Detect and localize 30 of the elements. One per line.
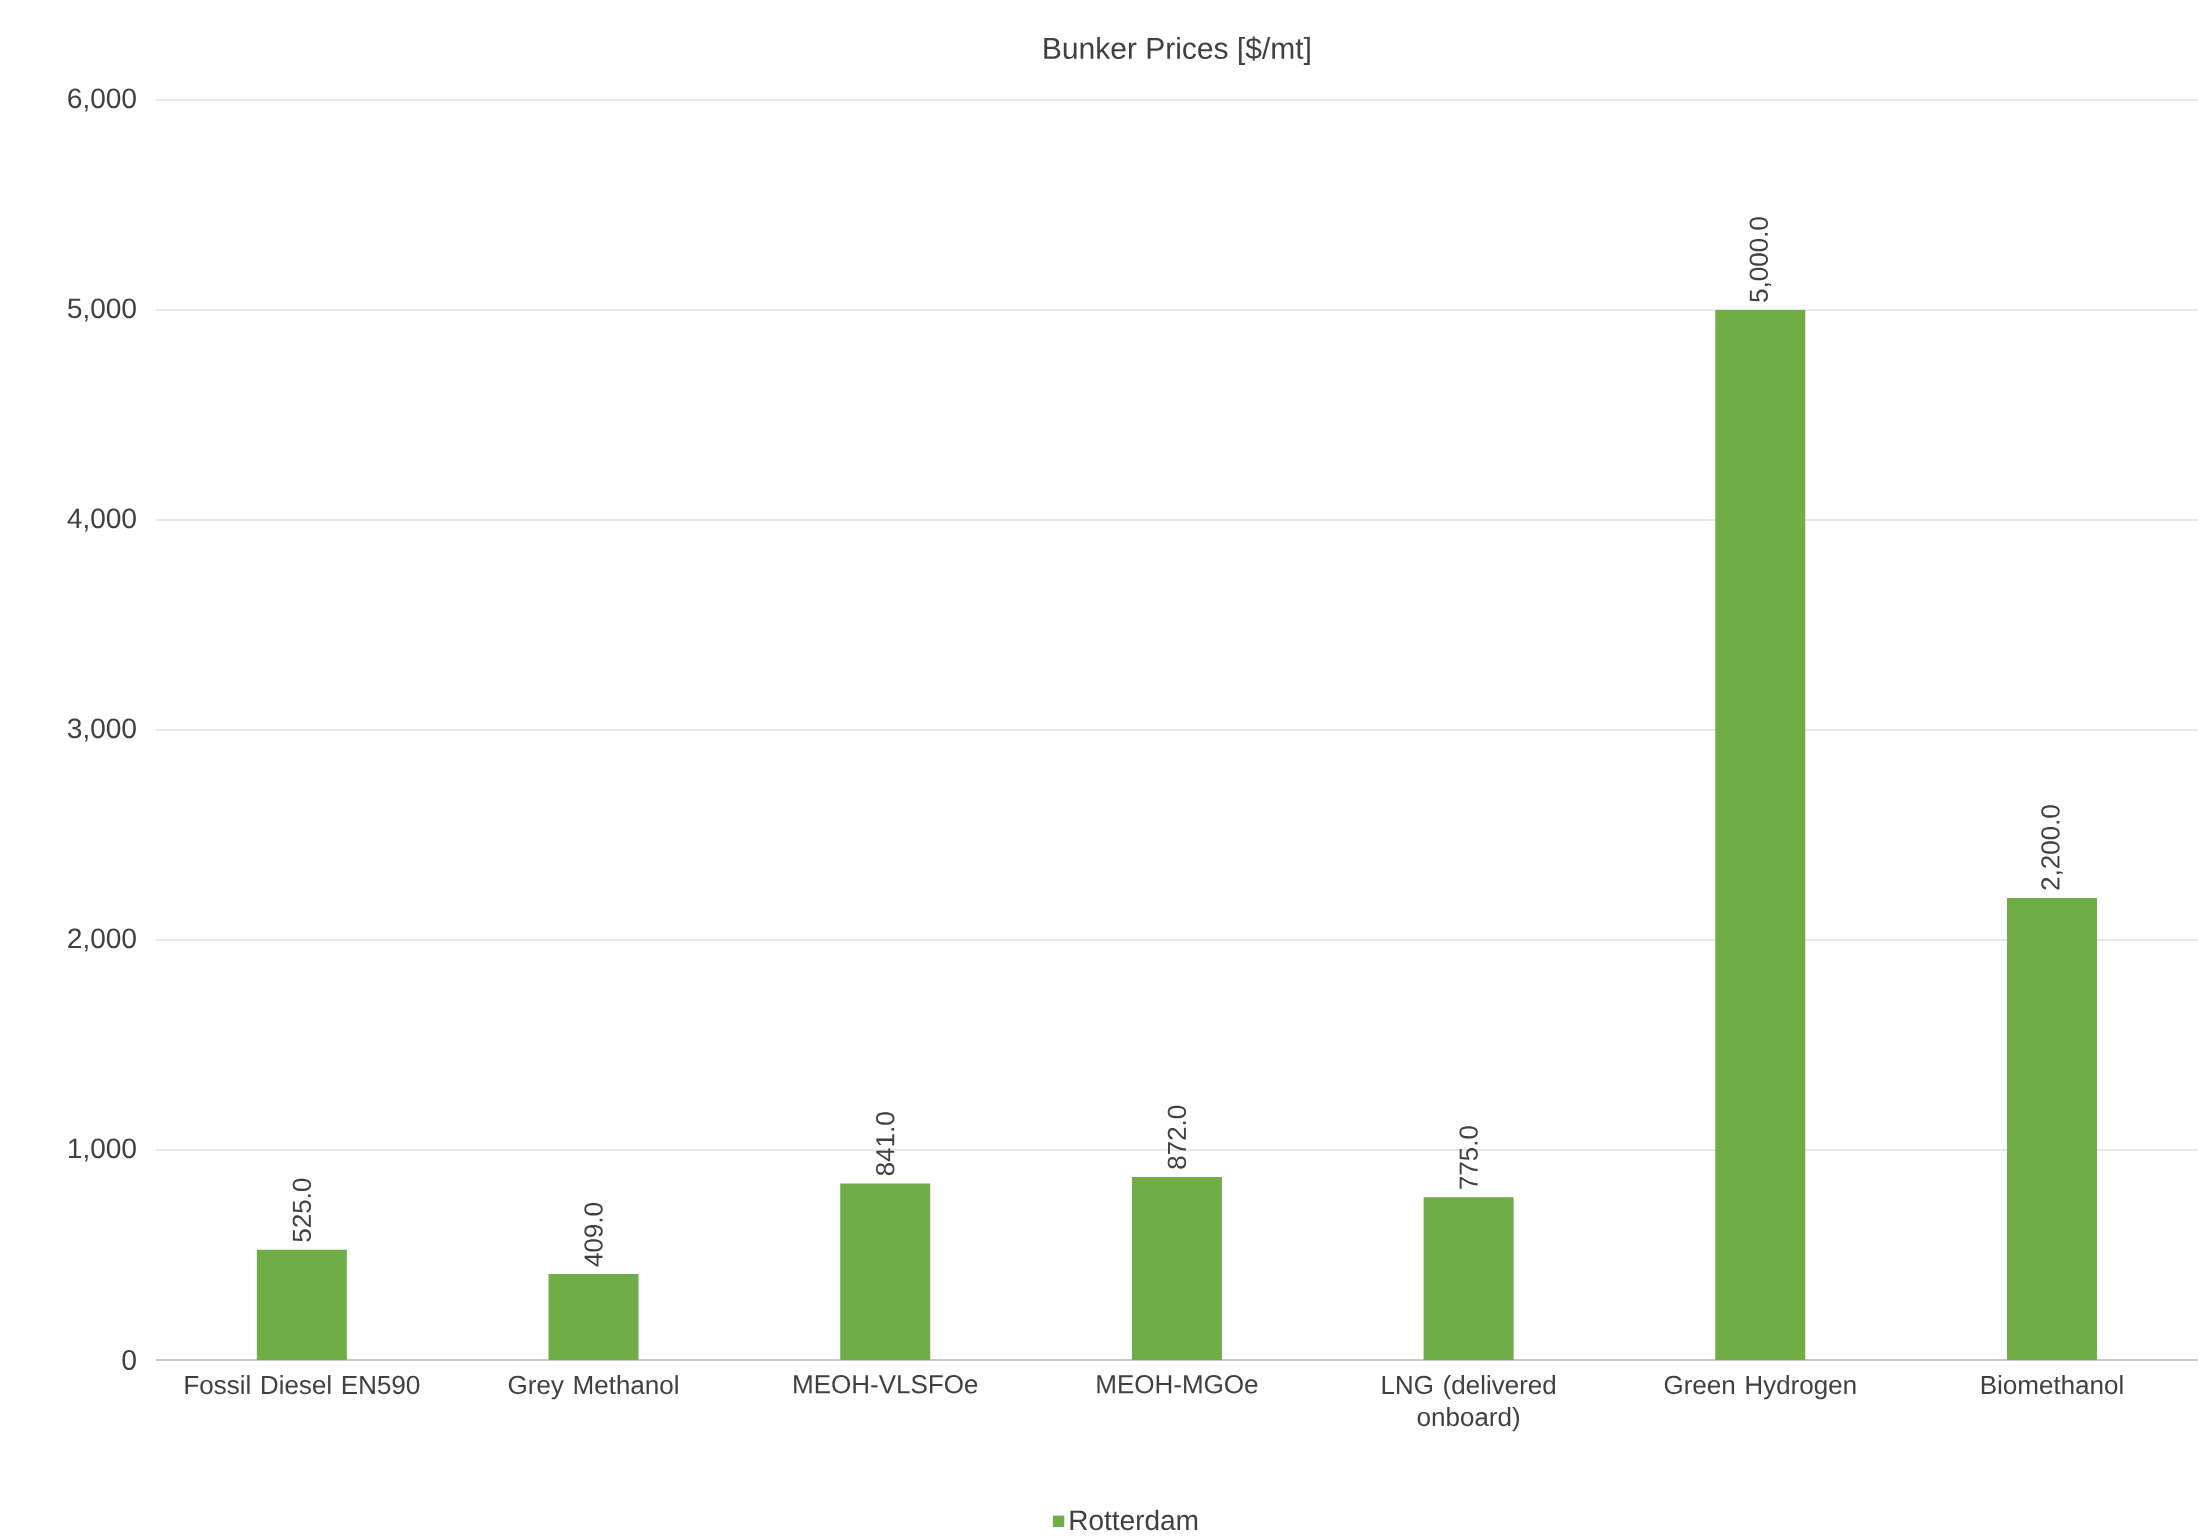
data-label: 5,000.0: [1749, 217, 1772, 302]
data-label: 841.0: [876, 1112, 895, 1176]
y-tick-label: 6,000: [68, 88, 136, 112]
x-tick-label: Fossil Diesel EN590: [185, 1375, 420, 1395]
data-label: 525.0: [292, 1178, 312, 1242]
bar: [256, 1249, 347, 1360]
data-label: 775.0: [1459, 1126, 1478, 1189]
x-tick-label: Grey Methanol: [508, 1375, 678, 1400]
y-tick-label: 1,000: [69, 1138, 136, 1162]
legend-label: Rotterdam: [1070, 1509, 1198, 1531]
x-tick-label: Biomethanol: [1981, 1375, 2123, 1395]
y-tick-label: 5,000: [68, 298, 136, 322]
bar: [840, 1183, 931, 1360]
bar: [1131, 1176, 1222, 1360]
data-label: 2,200.0: [2041, 805, 2063, 890]
data-label: 409.0: [584, 1202, 603, 1267]
bar: [1423, 1197, 1514, 1360]
bar: [548, 1274, 639, 1360]
chart-title: Bunker Prices [$/mt]: [1044, 36, 1310, 65]
x-tick-label: MEOH-MGOe: [1097, 1375, 1258, 1394]
data-label: 872.0: [1167, 1105, 1187, 1169]
bar: [2007, 898, 2097, 1360]
y-tick-label: 4,000: [67, 508, 136, 532]
bar: [1715, 309, 1806, 1360]
y-tick-label: 3,000: [67, 718, 136, 742]
x-tick-label: LNG (delivered onboard): [1382, 1375, 1556, 1432]
y-tick-label: 2,000: [68, 928, 136, 952]
x-tick-label: Green Hydrogen: [1664, 1375, 1856, 1400]
x-tick-label: MEOH-VLSFOe: [794, 1375, 978, 1394]
y-tick-label: 0: [122, 1350, 136, 1370]
